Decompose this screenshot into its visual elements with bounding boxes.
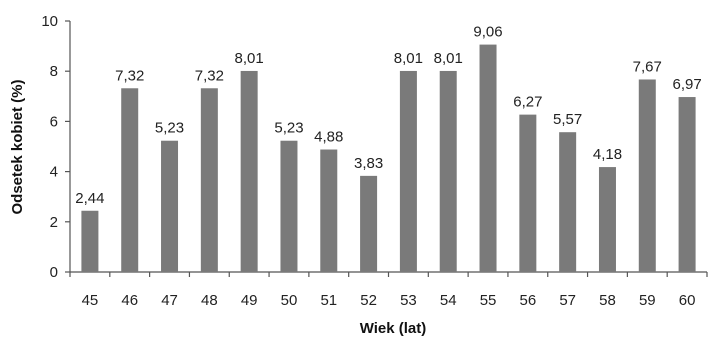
bar <box>360 175 378 272</box>
x-tick-label: 45 <box>82 292 99 309</box>
x-tick-label: 51 <box>320 292 337 309</box>
data-label: 4,18 <box>593 146 622 163</box>
x-tick-label: 59 <box>639 292 656 309</box>
data-label: 8,01 <box>434 50 463 67</box>
x-tick-label: 47 <box>161 292 178 309</box>
bar <box>240 70 258 272</box>
x-tick-label: 52 <box>360 292 377 309</box>
y-tick-label: 2 <box>50 214 58 231</box>
bar <box>161 140 179 272</box>
data-label: 7,32 <box>195 67 224 84</box>
y-tick-label: 10 <box>41 13 58 30</box>
y-tick-label: 0 <box>50 264 58 281</box>
data-label: 8,01 <box>235 50 264 67</box>
bar <box>399 70 417 272</box>
data-label: 2,44 <box>75 190 104 207</box>
x-tick-label: 48 <box>201 292 218 309</box>
data-label: 5,57 <box>553 111 582 128</box>
bar <box>678 97 696 272</box>
data-label: 5,23 <box>155 120 184 137</box>
x-tick-label: 57 <box>559 292 576 309</box>
bar <box>439 70 457 272</box>
data-label: 7,32 <box>115 67 144 84</box>
x-tick-label: 46 <box>121 292 138 309</box>
data-label: 6,97 <box>672 76 701 93</box>
y-tick-label: 6 <box>50 113 58 130</box>
data-label: 8,01 <box>394 50 423 67</box>
x-tick-label: 60 <box>679 292 696 309</box>
bar <box>519 114 537 272</box>
bar <box>598 167 616 272</box>
bar <box>638 79 656 272</box>
bar <box>559 132 577 272</box>
y-tick-label: 4 <box>50 164 58 181</box>
x-tick-label: 58 <box>599 292 616 309</box>
data-label: 5,23 <box>274 120 303 137</box>
data-label: 9,06 <box>473 24 502 41</box>
x-tick-label: 56 <box>520 292 537 309</box>
data-label: 7,67 <box>633 58 662 75</box>
x-tick-label: 49 <box>241 292 258 309</box>
x-axis-title: Wiek (lat) <box>360 320 427 337</box>
y-axis-title: Odsetek kobiet (%) <box>9 79 26 214</box>
data-label: 6,27 <box>513 94 542 111</box>
y-tick-label: 8 <box>50 63 58 80</box>
x-tick-label: 50 <box>281 292 298 309</box>
x-tick-label: 53 <box>400 292 417 309</box>
bar <box>320 149 338 272</box>
x-tick-label: 55 <box>480 292 497 309</box>
bar <box>479 44 497 273</box>
bar <box>200 88 218 272</box>
data-label: 3,83 <box>354 155 383 172</box>
x-tick-label: 54 <box>440 292 457 309</box>
data-label: 4,88 <box>314 129 343 146</box>
bar <box>121 88 139 272</box>
bar <box>81 210 99 272</box>
plot-area: 02468102,44457,32465,23477,32488,01495,2… <box>41 13 708 309</box>
bar <box>280 140 298 272</box>
